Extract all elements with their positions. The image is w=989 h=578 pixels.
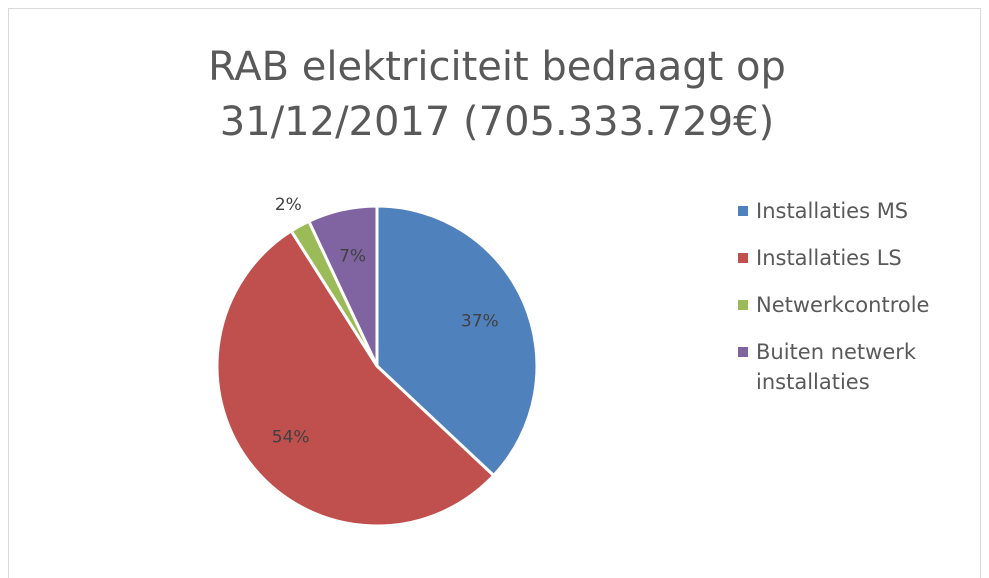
pie-slice — [375, 204, 539, 478]
data-label: 54% — [272, 427, 310, 447]
legend-item: Netwerkcontrole — [738, 290, 968, 320]
chart-title: RAB elektriciteit bedraagt op — [208, 44, 786, 90]
legend-label: Netwerkcontrole — [756, 293, 930, 317]
legend-item: Buiten netwerk installaties — [738, 337, 968, 397]
legend-label: Installaties LS — [756, 246, 902, 270]
pie-slice — [215, 228, 496, 528]
legend-swatch — [738, 300, 748, 310]
data-label: 37% — [461, 312, 499, 332]
pie-slice — [306, 204, 379, 367]
legend-item: Installaties LS — [738, 243, 968, 273]
legend: Installaties MS Installaties LS Netwerkcon… — [738, 196, 968, 414]
legend-swatch — [738, 253, 748, 263]
chart-title: 31/12/2017 (705.333.729€) — [220, 99, 774, 145]
legend-label: Buiten netwerk installaties — [756, 340, 917, 394]
data-label: 2% — [275, 195, 302, 215]
legend-swatch — [738, 347, 748, 357]
data-label: 7% — [339, 247, 366, 267]
legend-item: Installaties MS — [738, 196, 968, 226]
chart-border — [8, 8, 981, 578]
legend-label: Installaties MS — [756, 199, 909, 223]
legend-swatch — [738, 206, 748, 216]
